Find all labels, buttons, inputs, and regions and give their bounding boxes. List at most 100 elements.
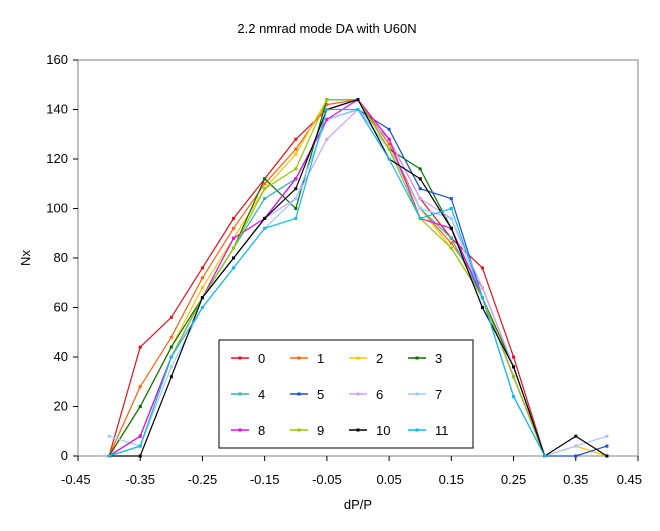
legend: 0 1 2 3 4 5 6 7 8 9 10 11 bbox=[219, 340, 473, 448]
y-axis-label: Nx bbox=[18, 250, 33, 266]
data-point bbox=[325, 118, 328, 121]
data-point bbox=[201, 266, 204, 269]
data-point bbox=[232, 247, 235, 250]
y-tick-label: 40 bbox=[54, 349, 68, 364]
y-tick-label: 20 bbox=[54, 399, 68, 414]
data-point bbox=[325, 138, 328, 141]
data-point bbox=[294, 138, 297, 141]
data-point bbox=[388, 128, 391, 131]
data-point bbox=[357, 108, 360, 111]
legend-marker bbox=[416, 357, 419, 360]
data-point bbox=[512, 375, 515, 378]
data-point bbox=[139, 455, 142, 458]
data-point bbox=[605, 455, 608, 458]
data-point bbox=[294, 197, 297, 200]
data-point bbox=[543, 455, 546, 458]
data-point bbox=[170, 365, 173, 368]
data-point bbox=[419, 187, 422, 190]
legend-marker bbox=[298, 393, 301, 396]
data-point bbox=[294, 167, 297, 170]
legend-label: 0 bbox=[258, 351, 265, 366]
data-point bbox=[325, 98, 328, 101]
data-point bbox=[201, 306, 204, 309]
data-point bbox=[170, 356, 173, 359]
data-point bbox=[325, 108, 328, 111]
data-point bbox=[574, 455, 577, 458]
legend-label: 8 bbox=[258, 423, 265, 438]
legend-label: 11 bbox=[435, 423, 449, 438]
x-tick-label: 0.05 bbox=[376, 472, 401, 487]
data-point bbox=[170, 336, 173, 339]
y-tick-label: 100 bbox=[46, 201, 68, 216]
data-point bbox=[481, 266, 484, 269]
data-point bbox=[170, 375, 173, 378]
data-point bbox=[139, 405, 142, 408]
data-point bbox=[294, 177, 297, 180]
y-tick-label: 140 bbox=[46, 102, 68, 117]
data-point bbox=[574, 445, 577, 448]
legend-marker bbox=[416, 393, 419, 396]
data-point bbox=[388, 158, 391, 161]
legend-label: 2 bbox=[376, 351, 383, 366]
legend-marker bbox=[239, 429, 242, 432]
data-point bbox=[294, 153, 297, 156]
data-point bbox=[294, 187, 297, 190]
data-point bbox=[450, 227, 453, 230]
x-tick-label: -0.25 bbox=[188, 472, 218, 487]
y-tick-label: 60 bbox=[54, 300, 68, 315]
data-point bbox=[263, 187, 266, 190]
x-axis-label: dP/P bbox=[344, 497, 372, 512]
data-point bbox=[108, 455, 111, 458]
data-point bbox=[294, 207, 297, 210]
y-axis: 0 20 40 60 80 100 120 140 160 bbox=[46, 52, 78, 463]
x-tick-label: 0.35 bbox=[563, 472, 588, 487]
legend-label: 5 bbox=[317, 387, 324, 402]
data-point bbox=[419, 177, 422, 180]
data-point bbox=[419, 197, 422, 200]
data-point bbox=[419, 207, 422, 210]
x-tick-label: -0.15 bbox=[250, 472, 280, 487]
legend-marker bbox=[416, 429, 419, 432]
data-point bbox=[388, 138, 391, 141]
data-point bbox=[388, 148, 391, 151]
data-point bbox=[232, 266, 235, 269]
data-point bbox=[512, 395, 515, 398]
x-tick-label: -0.45 bbox=[61, 472, 91, 487]
legend-marker bbox=[357, 357, 360, 360]
data-point bbox=[450, 247, 453, 250]
legend-marker bbox=[298, 357, 301, 360]
y-tick-label: 120 bbox=[46, 151, 68, 166]
data-point bbox=[574, 435, 577, 438]
legend-label: 10 bbox=[376, 423, 390, 438]
legend-marker bbox=[239, 393, 242, 396]
data-point bbox=[450, 217, 453, 220]
legend-label: 1 bbox=[317, 351, 324, 366]
x-tick-label: 0.45 bbox=[617, 472, 642, 487]
data-point bbox=[139, 445, 142, 448]
y-tick-label: 0 bbox=[61, 448, 68, 463]
data-point bbox=[419, 167, 422, 170]
data-point bbox=[481, 286, 484, 289]
legend-marker bbox=[357, 393, 360, 396]
data-point bbox=[263, 227, 266, 230]
data-point bbox=[512, 356, 515, 359]
legend-marker bbox=[298, 429, 301, 432]
data-point bbox=[512, 365, 515, 368]
chart-title: 2.2 nmrad mode DA with U60N bbox=[237, 21, 416, 36]
x-tick-label: 0.15 bbox=[439, 472, 464, 487]
data-point bbox=[139, 346, 142, 349]
data-point bbox=[201, 276, 204, 279]
data-point bbox=[450, 237, 453, 240]
data-point bbox=[170, 316, 173, 319]
x-tick-label: 0.25 bbox=[501, 472, 526, 487]
data-point bbox=[232, 237, 235, 240]
legend-label: 6 bbox=[376, 387, 383, 402]
x-axis: -0.45 -0.35 -0.25 -0.15 -0.05 0.05 0.15 0.25 0.3… bbox=[61, 456, 642, 487]
data-point bbox=[201, 286, 204, 289]
data-point bbox=[170, 346, 173, 349]
data-point bbox=[201, 296, 204, 299]
data-point bbox=[232, 257, 235, 260]
data-point bbox=[357, 98, 360, 101]
data-point bbox=[294, 217, 297, 220]
